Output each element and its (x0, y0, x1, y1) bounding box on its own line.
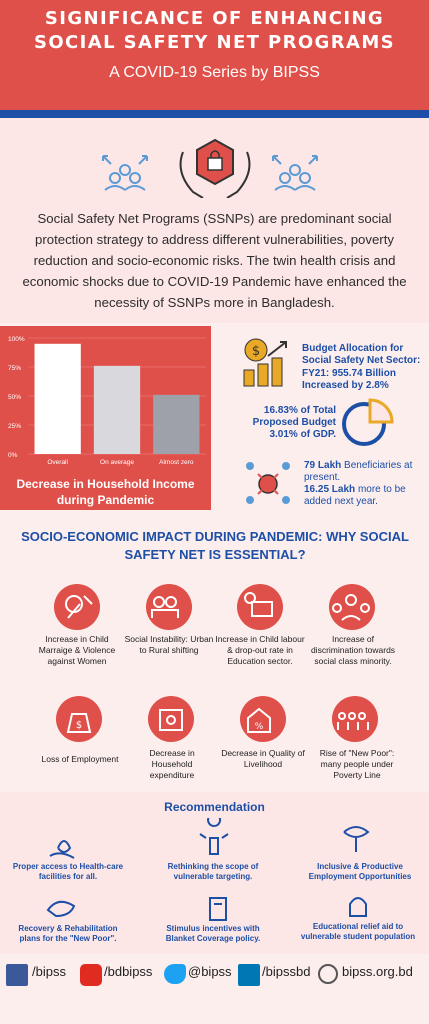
rec-label-6: Educational relief aid to vulnerable stu… (300, 922, 416, 941)
employment-loss-icon (56, 696, 102, 742)
svg-text:$: $ (76, 720, 82, 731)
money-growth-icon: $ (243, 338, 287, 387)
people-group-left-icon (102, 155, 148, 191)
youtube-icon[interactable] (80, 964, 102, 986)
beneficiaries-value: 79 Lakh (304, 460, 342, 471)
linkedin-link[interactable]: /bipssbd (262, 964, 311, 979)
gdp-pct: 3.01% (269, 429, 298, 440)
chart-ytick-label: 100% (8, 336, 25, 343)
twitter-link[interactable]: @bipss (188, 964, 232, 979)
svg-text:%: % (255, 722, 264, 732)
title-line-2: SOCIAL SAFETY NET PROGRAMS (33, 32, 395, 53)
linkedin-icon[interactable] (238, 964, 260, 986)
chart-bar-1 (34, 343, 81, 454)
share-text: of Total Proposed Budget (252, 405, 336, 428)
footer-bottom (0, 1004, 429, 1024)
header: SIGNIFICANCE OF ENHANCING SOCIAL SAFETY … (0, 0, 429, 110)
impact-row1-glyphs (65, 592, 370, 621)
beneficiaries-text: Beneficiaries at present. (304, 460, 413, 483)
intro-paragraph: Social Safety Net Programs (SSNPs) are p… (22, 211, 407, 310)
rehabilitation-icon (46, 900, 76, 918)
globe-icon[interactable] (318, 964, 338, 984)
impact-row2-glyphs: $ % (66, 707, 369, 733)
impact-label-8: Rise of "New Poor": many people under Po… (319, 748, 395, 780)
chart-ytick-label: 75% (8, 365, 21, 372)
chart-xtick-label: Almost zero (159, 459, 194, 466)
education-aid-icon (349, 897, 367, 917)
pie-icon (342, 398, 394, 446)
rec-label-1: Proper access to Health-care facilities … (12, 862, 124, 881)
impact-label-1: Increase in Child Marraige & Violence ag… (38, 634, 116, 666)
beneficiaries: 79 Lakh Beneficiaries at present. 16.25 … (304, 460, 424, 508)
beneficiaries-icon (246, 462, 290, 504)
rec-label-2: Rethinking the scope of vulnerable targe… (167, 862, 259, 881)
chart-ytick-label: 25% (8, 423, 21, 430)
impact-title: SOCIO-ECONOMIC IMPACT DURING PANDEMIC: W… (21, 529, 409, 562)
website-link[interactable]: bipss.org.bd (342, 964, 413, 979)
budget-share: 16.83% of Total Proposed Budget 3.01% of… (240, 405, 336, 441)
hands-shield-icon (179, 138, 251, 198)
discrimination-icon (329, 584, 375, 630)
facebook-icon[interactable] (6, 964, 28, 986)
gdp-text: of GDP. (300, 429, 336, 440)
share-pct: 16.83% (263, 405, 298, 416)
header-stripe (0, 110, 429, 118)
recommendation-title: Recommendation (164, 800, 265, 814)
income-bar-chart: 0% 25% 50% 75% 100% Overall On average Almost z… (8, 336, 206, 466)
svg-text:$: $ (252, 344, 260, 359)
rec-label-4: Recovery & Rehabilitation plans for the … (18, 924, 118, 943)
chart-title: Decrease in Household Income during Pand… (16, 477, 195, 507)
impact-label-2: Social Instability: Urban to Rural shift… (124, 634, 214, 655)
impact-section (0, 518, 429, 790)
chart-xtick-label: Overall (47, 459, 68, 466)
chart-ytick-label: 50% (8, 394, 21, 401)
twitter-icon[interactable] (164, 964, 186, 984)
added-value: 16.25 Lakh (304, 484, 356, 495)
added-text: more to be added next year. (304, 484, 406, 507)
allocation-value: FY21: 955.74 Billion (302, 368, 396, 379)
impact-label-3: Increase in Child labour & drop-out rate… (215, 634, 305, 666)
employment-icon (343, 826, 370, 852)
allocation-label: Budget Allocation for Social Safety Net … (302, 343, 421, 366)
impact-label-4: Increase of discrimination towards socia… (310, 634, 396, 666)
intro-illustration (102, 138, 318, 198)
child-labour-icon (237, 584, 283, 630)
rec-label-3: Inclusive & Productive Employment Opport… (308, 862, 412, 881)
facebook-link[interactable]: /bipss (32, 964, 66, 979)
allocation-increase: Increased by 2.8% (302, 380, 389, 391)
title-line-1: SIGNIFICANCE OF ENHANCING (44, 8, 385, 29)
stimulus-icon (209, 897, 227, 921)
chart-bar-3 (153, 394, 200, 454)
subtitle: A COVID-19 Series by BIPSS (109, 64, 320, 81)
household-expenditure-icon (148, 696, 194, 742)
chart-ytick-label: 0% (8, 452, 18, 459)
recommendation-section (0, 792, 429, 954)
impact-label-6: Decrease in Household expenditure (149, 748, 195, 780)
chart-bar-2 (93, 365, 141, 454)
impact-label-7: Decrease in Quality of Livelihood (221, 748, 305, 769)
people-group-right-icon (272, 155, 318, 191)
targeting-icon (199, 818, 229, 855)
recommendation-icons (46, 818, 370, 921)
healthcare-icon (49, 840, 75, 859)
impact-label-5: Loss of Employment (41, 754, 119, 764)
chart-xtick-label: On average (100, 459, 134, 466)
youtube-link[interactable]: /bdbipss (104, 964, 153, 979)
rec-label-5: Stimulus incentives with Blanket Coverag… (165, 924, 261, 943)
